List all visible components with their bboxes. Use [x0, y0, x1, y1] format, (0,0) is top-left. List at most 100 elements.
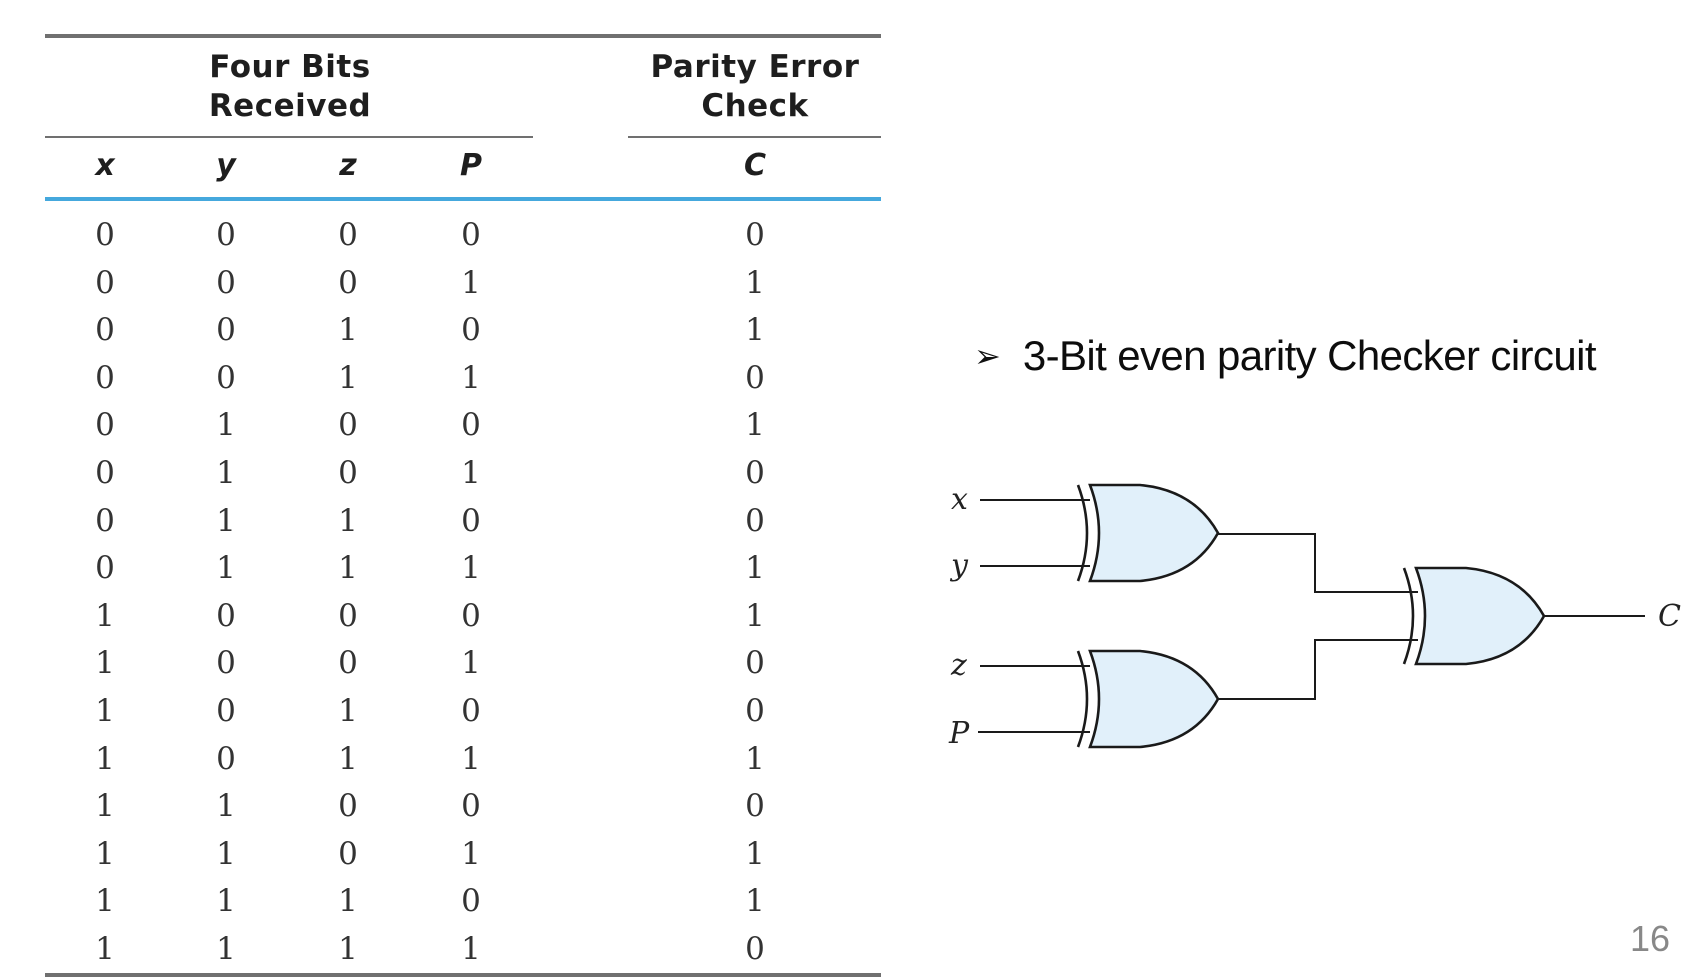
table-cell-c: 1 — [745, 550, 765, 587]
input-label-y: y — [949, 548, 969, 583]
group-header-parity-error-check: Parity Error Check — [630, 48, 880, 126]
table-cell-z: 1 — [338, 550, 358, 587]
table-cell-y: 1 — [216, 835, 236, 872]
xor-gate-2 — [1076, 649, 1220, 749]
table-cell-y: 0 — [216, 359, 236, 396]
table-cell-c: 0 — [745, 359, 765, 396]
table-cell-x: 0 — [95, 264, 115, 301]
page-number: 16 — [1629, 918, 1670, 959]
xor-gate-1 — [1076, 483, 1220, 583]
column-header-y: y — [216, 148, 236, 183]
table-cell-c: 0 — [745, 645, 765, 682]
table-cell-p: 0 — [461, 407, 481, 444]
table-cell-z: 1 — [338, 693, 358, 729]
table-cell-z: 0 — [338, 645, 358, 682]
table-cell-x: 0 — [95, 455, 115, 491]
table-cell-z: 1 — [338, 359, 358, 396]
table-cell-x: 1 — [95, 788, 115, 825]
bullet-title: ➢ 3-Bit even parity Checker circuit — [974, 332, 1597, 380]
table-cell-y: 0 — [216, 312, 236, 349]
table-cell-z: 1 — [338, 312, 358, 349]
table-cell-y: 1 — [216, 455, 236, 491]
table-cell-z: 0 — [338, 407, 358, 444]
column-header-z: z — [339, 148, 357, 183]
table-cell-y: 1 — [216, 502, 236, 539]
wire-xor1-to-xor3 — [1218, 533, 1418, 593]
table-cell-y: 1 — [216, 883, 236, 920]
table-cell-x: 0 — [95, 312, 115, 349]
table-cell-y: 1 — [216, 550, 236, 587]
table-cell-x: 0 — [95, 502, 115, 539]
table-cell-z: 1 — [338, 502, 358, 539]
table-cell-c: 1 — [745, 740, 765, 777]
group-header-line-2: Check — [701, 88, 809, 124]
table-cell-x: 0 — [95, 407, 115, 444]
input-label-x: x — [951, 482, 968, 517]
table-cell-y: 0 — [216, 740, 236, 777]
table-cell-z: 0 — [338, 217, 358, 253]
table-cell-p: 1 — [461, 359, 481, 396]
table-cell-c: 1 — [745, 883, 765, 920]
table-cell-x: 1 — [95, 645, 115, 682]
table-cell-z: 1 — [338, 883, 358, 920]
table-cell-x: 1 — [95, 693, 115, 729]
arrow-bullet-icon: ➢ — [974, 337, 1001, 375]
header-divider — [45, 197, 881, 201]
column-header-x: x — [95, 148, 115, 183]
table-cell-y: 0 — [216, 217, 236, 253]
group-rule-right — [628, 136, 881, 138]
table-cell-y: 1 — [216, 407, 236, 444]
table-cell-p: 0 — [461, 883, 481, 920]
table-cell-c: 1 — [745, 835, 765, 872]
table-cell-y: 0 — [216, 645, 236, 682]
table-cell-c: 0 — [745, 502, 765, 539]
table-cell-x: 0 — [95, 359, 115, 396]
group-header-line-1: Four Bits — [209, 49, 371, 85]
input-label-p: P — [948, 716, 970, 751]
table-cell-y: 0 — [216, 264, 236, 301]
table-cell-z: 1 — [338, 931, 358, 967]
table-cell-c: 1 — [745, 264, 765, 301]
table-cell-p: 1 — [461, 645, 481, 682]
table-cell-p: 1 — [461, 835, 481, 872]
table-cell-x: 1 — [95, 740, 115, 777]
table-cell-p: 0 — [461, 693, 481, 729]
table-cell-p: 0 — [461, 788, 481, 825]
table-cell-c: 0 — [745, 931, 765, 967]
output-label-c: C — [1658, 599, 1681, 634]
input-label-z: z — [950, 648, 967, 683]
table-cell-x: 0 — [95, 217, 115, 253]
table-cell-p: 0 — [461, 312, 481, 349]
table-cell-p: 0 — [461, 217, 481, 253]
table-cell-p: 1 — [461, 455, 481, 491]
table-cell-c: 1 — [745, 312, 765, 349]
table-cell-p: 1 — [461, 550, 481, 587]
column-header-c: C — [743, 148, 767, 183]
table-cell-p: 0 — [461, 597, 481, 634]
table-cell-c: 1 — [745, 597, 765, 634]
table-cell-x: 1 — [95, 883, 115, 920]
table-cell-y: 0 — [216, 597, 236, 634]
table-cell-x: 1 — [95, 835, 115, 872]
table-cell-y: 0 — [216, 693, 236, 729]
table-cell-y: 1 — [216, 788, 236, 825]
table-cell-c: 1 — [745, 407, 765, 444]
table-cell-z: 1 — [338, 740, 358, 777]
table-cell-z: 0 — [338, 788, 358, 825]
bullet-title-text: 3-Bit even parity Checker circuit — [1022, 332, 1597, 379]
table-cell-c: 0 — [745, 217, 765, 253]
table-cell-p: 1 — [461, 931, 481, 967]
group-header-four-bits-received: Four Bits Received — [150, 48, 430, 126]
table-cell-z: 0 — [338, 264, 358, 301]
table-cell-c: 0 — [745, 693, 765, 729]
table-cell-z: 0 — [338, 455, 358, 491]
xor-gate-3 — [1402, 566, 1546, 666]
table-cell-z: 0 — [338, 597, 358, 634]
table-cell-y: 1 — [216, 931, 236, 967]
column-header-p: P — [460, 148, 482, 183]
table-cell-x: 0 — [95, 550, 115, 587]
table-cell-p: 1 — [461, 264, 481, 301]
wire-xor2-to-xor3 — [1218, 639, 1418, 700]
table-cell-p: 0 — [461, 502, 481, 539]
